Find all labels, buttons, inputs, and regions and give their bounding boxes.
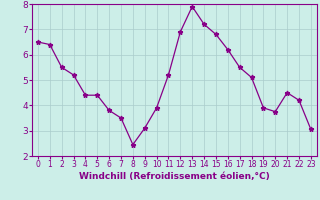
X-axis label: Windchill (Refroidissement éolien,°C): Windchill (Refroidissement éolien,°C) — [79, 172, 270, 181]
